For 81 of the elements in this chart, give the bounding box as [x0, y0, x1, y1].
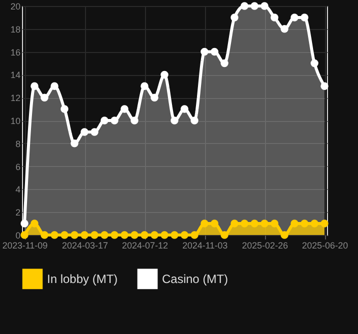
point — [260, 220, 268, 228]
point — [240, 2, 248, 10]
point — [270, 14, 278, 22]
point — [60, 231, 68, 239]
point — [80, 128, 88, 136]
point — [70, 231, 78, 239]
x-tick-label: 2024-07-12 — [122, 240, 168, 250]
point — [170, 231, 178, 239]
y-tick-label: 20 — [10, 2, 20, 12]
point — [50, 231, 58, 239]
point — [20, 220, 28, 228]
point — [130, 231, 138, 239]
point — [140, 231, 148, 239]
point — [130, 116, 138, 124]
point — [30, 220, 38, 228]
point — [250, 2, 258, 10]
point — [190, 231, 198, 239]
point — [310, 220, 318, 228]
point — [230, 220, 238, 228]
point — [210, 48, 218, 56]
point — [170, 116, 178, 124]
legend-label: Casino (MT) — [162, 272, 228, 286]
x-tick-label: 2024-03-17 — [62, 240, 108, 250]
point — [110, 231, 118, 239]
point — [300, 220, 308, 228]
point — [100, 231, 108, 239]
point — [120, 105, 128, 113]
point — [60, 105, 68, 113]
point — [120, 231, 128, 239]
point — [150, 231, 158, 239]
point — [210, 220, 218, 228]
y-tick-label: 8 — [15, 138, 20, 149]
point — [230, 14, 238, 22]
point — [320, 220, 328, 228]
point — [90, 231, 98, 239]
y-tick-label: 6 — [15, 162, 20, 172]
point — [150, 94, 158, 102]
point — [90, 128, 98, 136]
point — [140, 82, 148, 90]
y-tick-label: 2 — [15, 208, 20, 218]
y-tick-label: 10 — [10, 116, 20, 126]
point — [320, 82, 328, 90]
point — [240, 220, 248, 228]
point — [110, 116, 118, 124]
point — [100, 116, 108, 124]
point — [200, 48, 208, 56]
point — [280, 25, 288, 33]
point — [280, 231, 288, 239]
point — [160, 70, 168, 79]
point — [70, 140, 78, 148]
point — [20, 231, 28, 239]
point — [80, 231, 88, 239]
x-tick-label: 2023-11-09 — [2, 240, 48, 250]
point — [220, 231, 228, 239]
point — [310, 59, 318, 68]
point — [180, 231, 188, 239]
point — [40, 231, 48, 239]
x-tick-label: 2025-06-20 — [302, 240, 348, 250]
point — [190, 116, 198, 124]
point — [250, 220, 258, 228]
point — [290, 14, 298, 22]
point — [30, 82, 38, 90]
y-tick-label: 0 — [15, 230, 20, 240]
point — [40, 94, 48, 102]
y-tick-label: 12 — [10, 93, 20, 104]
point — [260, 2, 268, 10]
point — [270, 220, 278, 228]
y-tick-label: 4 — [15, 184, 20, 195]
y-tick-label: 14 — [10, 70, 20, 80]
point — [300, 14, 308, 22]
point — [290, 220, 298, 228]
point — [180, 105, 188, 113]
point — [50, 82, 58, 90]
y-tick-label: 16 — [10, 47, 20, 58]
y-tick-label: 18 — [10, 24, 20, 34]
x-tick-label: 2024-11-03 — [182, 240, 228, 250]
point — [220, 59, 228, 68]
point — [200, 220, 208, 228]
x-tick-label: 2025-02-26 — [242, 240, 288, 250]
legend-label: In lobby (MT) — [47, 272, 118, 286]
point — [160, 231, 168, 239]
